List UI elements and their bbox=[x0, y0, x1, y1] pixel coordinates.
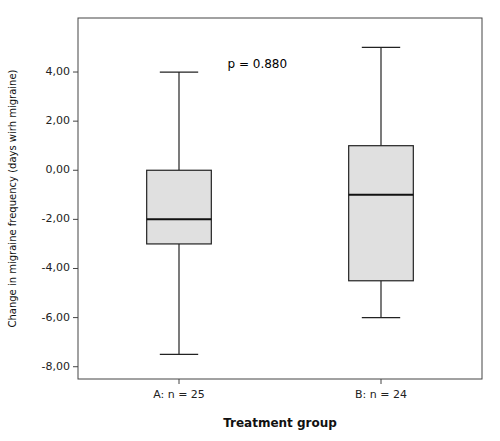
y-tick-label: 2,00 bbox=[46, 114, 71, 127]
median-line bbox=[349, 194, 414, 196]
upper-whisker bbox=[380, 47, 381, 145]
upper-whisker bbox=[178, 72, 179, 170]
chart-svg: -8,00 -6,00 -4,00 -2,00 0,00 2,00 4,00 A: n = 2… bbox=[0, 0, 500, 441]
x-tick bbox=[179, 379, 180, 384]
x-axis-label: Treatment group bbox=[223, 416, 337, 430]
y-tick-label: -8,00 bbox=[42, 360, 70, 373]
lower-whisker bbox=[178, 244, 179, 355]
y-tick-label: -2,00 bbox=[42, 212, 70, 225]
plot-frame bbox=[78, 18, 482, 379]
y-tick-label: -6,00 bbox=[42, 311, 70, 324]
y-tick bbox=[73, 317, 78, 318]
plot-area bbox=[147, 47, 414, 354]
box bbox=[349, 146, 414, 281]
upper-cap bbox=[362, 47, 400, 48]
lower-whisker bbox=[380, 281, 381, 318]
x-tick bbox=[381, 379, 382, 384]
chart-container: -8,00 -6,00 -4,00 -2,00 0,00 2,00 4,00 A: n = 2… bbox=[0, 0, 500, 441]
y-tick-label: 4,00 bbox=[46, 65, 71, 78]
lower-cap bbox=[362, 317, 400, 318]
y-axis-label: Change in migraine frequency (days wirh … bbox=[7, 69, 18, 327]
y-tick bbox=[73, 170, 78, 171]
y-tick-label: -4,00 bbox=[42, 261, 70, 274]
y-tick bbox=[73, 121, 78, 122]
y-tick bbox=[73, 366, 78, 367]
upper-cap bbox=[160, 71, 198, 72]
x-tick-label: B: n = 24 bbox=[355, 388, 407, 401]
box bbox=[147, 170, 212, 244]
y-tick bbox=[73, 219, 78, 220]
annotation: p = 0.880 bbox=[227, 57, 287, 71]
median-line bbox=[147, 218, 212, 220]
y-tick bbox=[73, 268, 78, 269]
y-tick bbox=[73, 72, 78, 73]
x-tick-label: A: n = 25 bbox=[153, 388, 205, 401]
lower-cap bbox=[160, 354, 198, 355]
y-tick-label: 0,00 bbox=[46, 163, 71, 176]
